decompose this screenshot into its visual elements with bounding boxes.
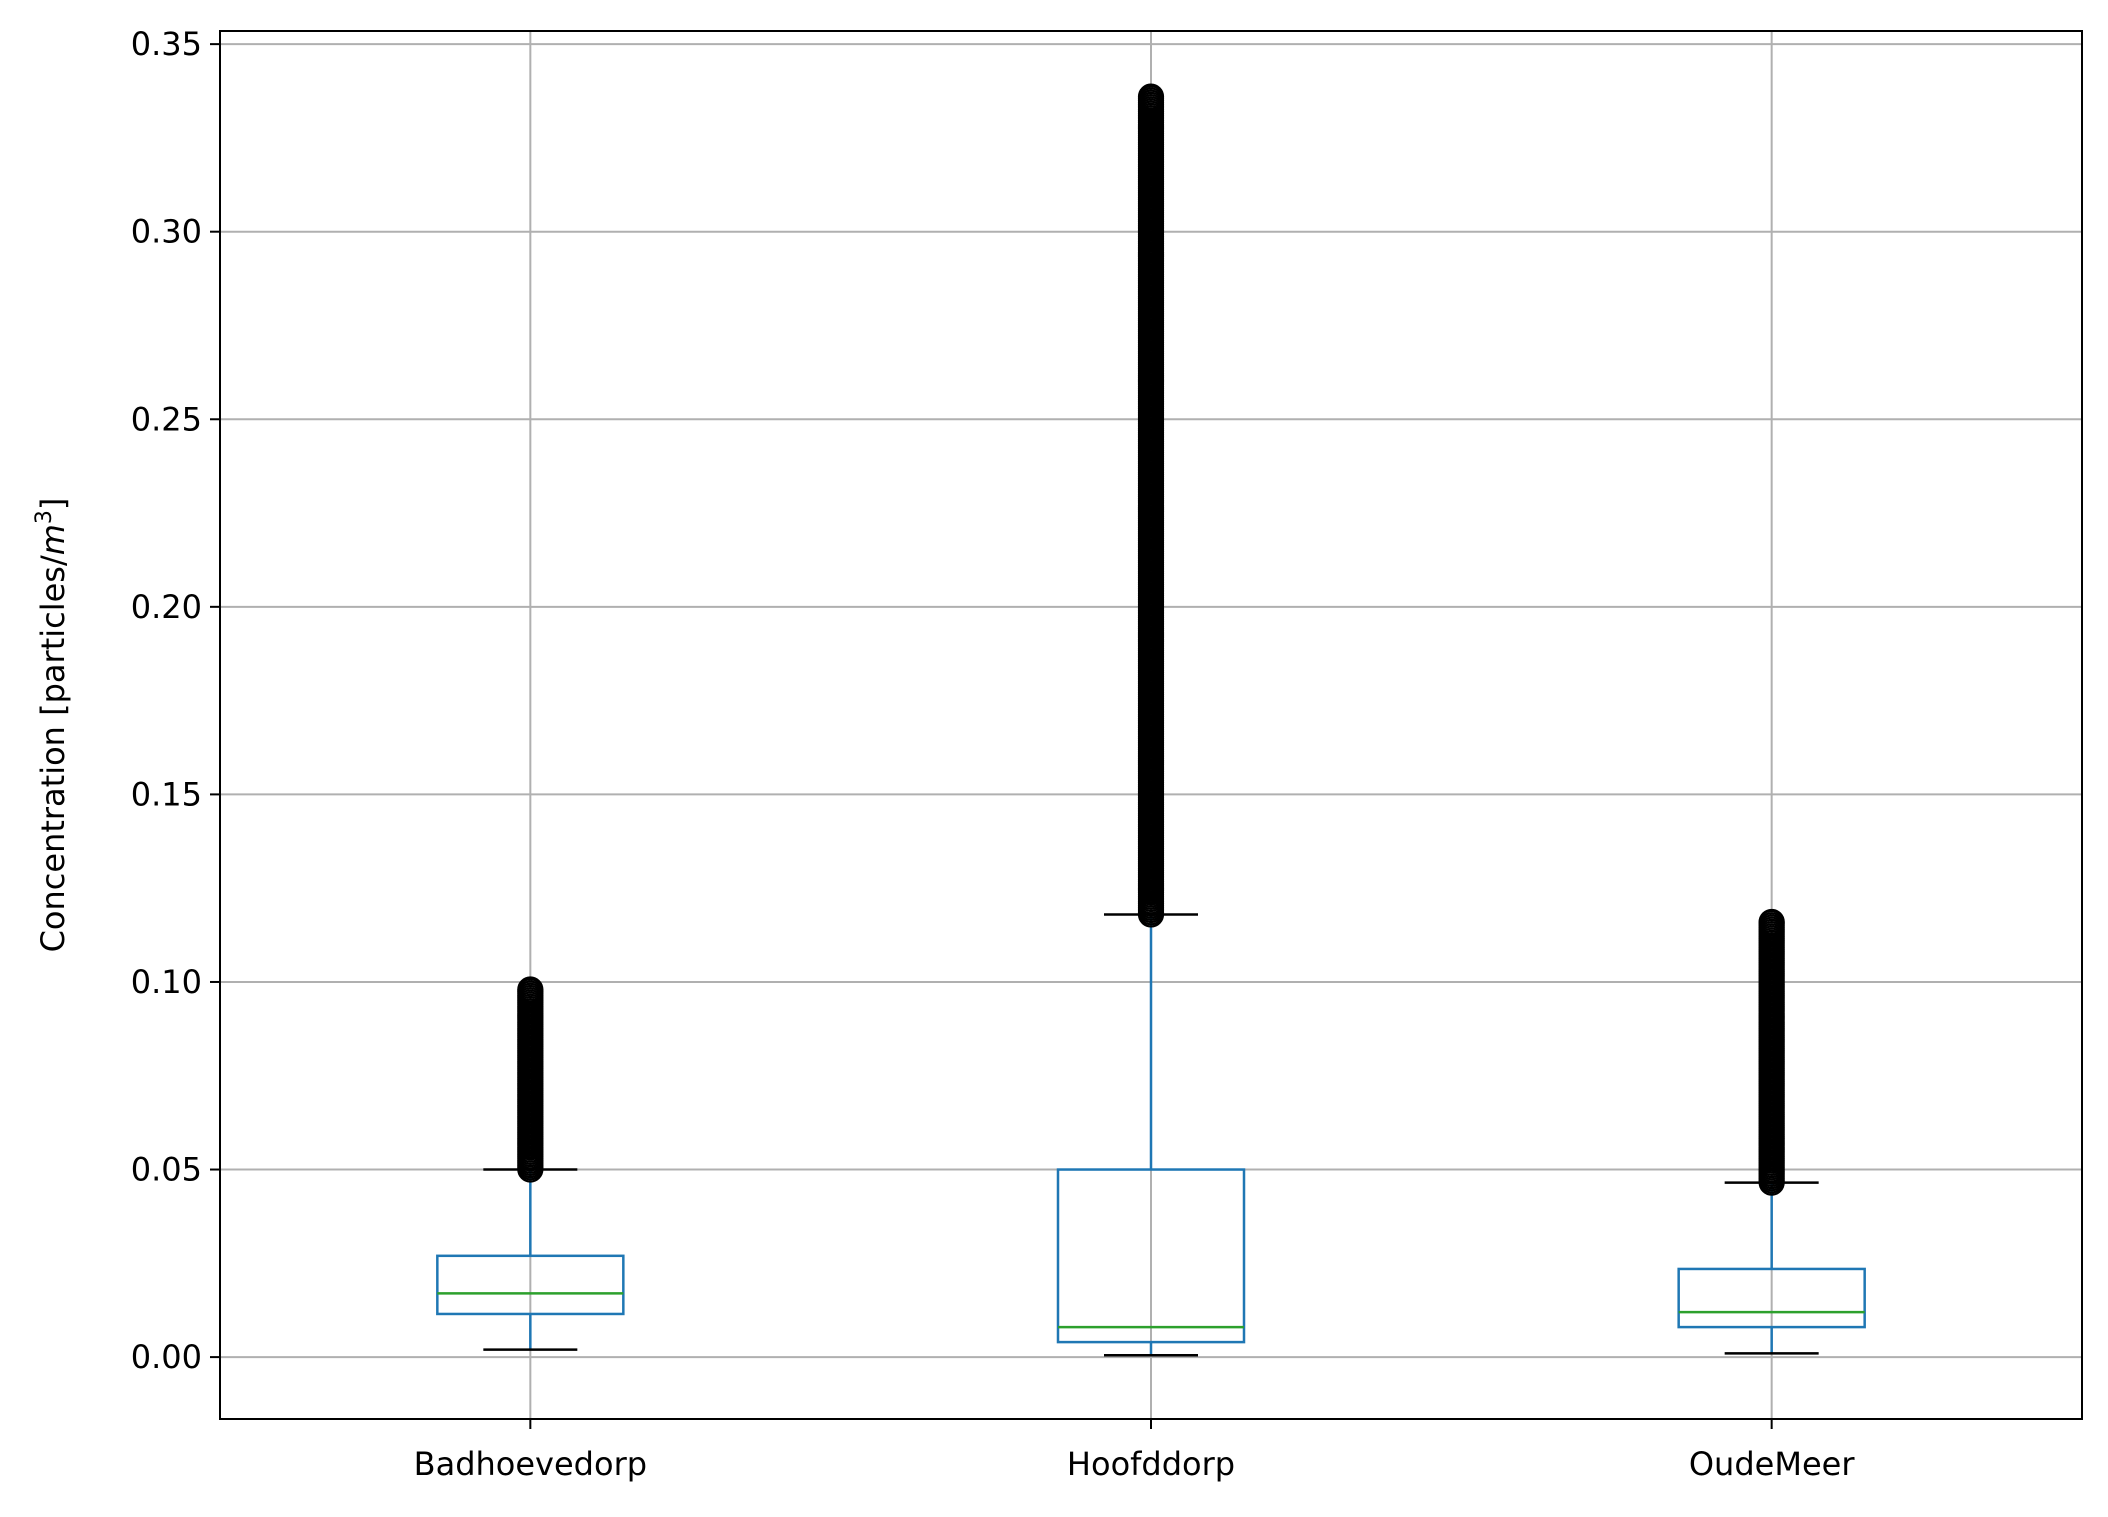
y-tick-label: 0.05: [131, 1151, 202, 1189]
y-tick-label: 0.30: [131, 213, 202, 251]
boxes: [436, 83, 1866, 1357]
outlier-point: [1137, 83, 1165, 110]
y-axis-ticks: 0.00 0.05 0.10 0.15 0.20 0.25 0.30 0.35: [131, 25, 220, 1376]
box-hoofddorp: [1056, 83, 1246, 1357]
y-tick-label: 0.25: [131, 400, 202, 438]
outliers: [1137, 83, 1165, 928]
iqr-box: [1056, 1168, 1246, 1344]
y-axis-label-close: ]: [34, 498, 72, 510]
y-tick-label: 0.20: [131, 588, 202, 626]
outlier-point: [517, 976, 544, 1003]
x-tick-label: OudeMeer: [1689, 1445, 1855, 1483]
y-tick-label: 0.10: [131, 963, 202, 1001]
x-axis-ticks: Badhoevedorp Hoofddorp OudeMeer: [414, 1419, 1855, 1483]
outliers: [517, 976, 544, 1183]
y-axis-label-text: Concentration [particles/: [34, 555, 72, 952]
y-tick-label: 0.35: [131, 25, 202, 63]
box-oudemeer: [1677, 908, 1866, 1355]
x-tick-label: Badhoevedorp: [414, 1445, 647, 1483]
outliers: [1758, 908, 1785, 1196]
y-tick-label: 0.15: [131, 775, 202, 813]
y-axis-label: Concentration [particles/m3]: [32, 498, 72, 953]
y-axis-label-exponent: 3: [32, 510, 57, 524]
y-tick-label: 0.00: [131, 1338, 202, 1376]
box-badhoevedorp: [436, 976, 625, 1351]
outlier-point: [1758, 908, 1785, 936]
iqr-box: [1677, 1267, 1866, 1329]
x-tick-label: Hoofddorp: [1067, 1445, 1235, 1483]
y-axis-label-unit: m: [34, 524, 72, 555]
iqr-box: [436, 1254, 625, 1316]
